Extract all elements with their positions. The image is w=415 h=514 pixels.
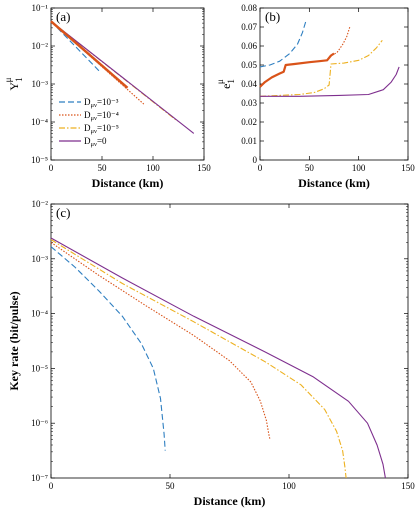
x-axis-label: Distance (km)	[194, 494, 266, 508]
y-tick-label: 0.01	[241, 136, 257, 146]
series-line	[50, 246, 166, 451]
y-tick-label: 0.05	[241, 60, 257, 70]
y-tick-label: 10⁻⁶	[31, 418, 48, 428]
series-line	[259, 26, 351, 88]
y-axis-label: Key rate (bit/pulse)	[7, 291, 21, 390]
y-tick-label: 0.03	[241, 98, 257, 108]
y-tick-label: 10⁻⁴	[31, 117, 48, 127]
series-line	[50, 241, 271, 440]
y-tick-label: 0.02	[241, 117, 257, 127]
y-tick-label: 10⁻⁵	[31, 155, 48, 165]
x-tick-label: 100	[282, 481, 296, 491]
x-axis-label: Distance (km)	[298, 176, 370, 190]
series-line	[50, 237, 386, 479]
y-tick-label: 10⁻⁷	[31, 473, 48, 483]
panel-label: (a)	[56, 9, 70, 24]
x-tick-label: 50	[98, 163, 108, 173]
legend-label: Dμν=0	[84, 136, 107, 148]
y-tick-label: 10⁻⁵	[31, 363, 48, 373]
y-tick-label: 10⁻¹	[32, 3, 49, 13]
y-tick-label: 0.07	[241, 22, 257, 32]
panel-label: (b)	[265, 9, 280, 24]
y-tick-label: 10⁻²	[32, 41, 49, 51]
x-tick-label: 100	[146, 163, 160, 173]
panel-label: (c)	[56, 205, 70, 220]
y-tick-label: 0.08	[241, 3, 257, 13]
legend-label: Dμν=10⁻³	[84, 97, 119, 109]
plot-frame	[259, 7, 409, 161]
plot-frame	[50, 7, 205, 161]
x-tick-label: 100	[352, 163, 366, 173]
panel-c: 0 50 100 150 10⁻⁷ 10⁻⁶ 10⁻⁵ 10⁻⁴ 10⁻³ 10⁻² Distanc…	[7, 199, 415, 508]
y-tick-label: 0.04	[241, 79, 257, 89]
x-tick-label: 0	[49, 481, 54, 491]
y-tick-label: 10⁻³	[32, 79, 49, 89]
y-axis-label: Y1μ	[3, 77, 24, 90]
plot-frame	[50, 203, 409, 479]
series-line	[259, 19, 307, 68]
series-line	[259, 52, 335, 88]
y-axis-label: e1μ	[215, 79, 236, 89]
panel-a: 0 50 100 150 10⁻⁵ 10⁻⁴ 10⁻³ 10⁻² 10⁻¹ Distance (k…	[3, 3, 211, 190]
y-tick-label: 10⁻²	[32, 199, 49, 209]
series-line	[260, 66, 400, 97]
x-axis-label: Distance (km)	[92, 176, 164, 190]
y-tick-label: 0	[253, 155, 258, 165]
series-line	[50, 239, 347, 479]
x-tick-label: 0	[258, 163, 263, 173]
series-line	[259, 39, 383, 97]
x-tick-label: 150	[401, 481, 415, 491]
legend-label: Dμν=10⁻⁵	[84, 123, 119, 135]
panel-b: 0 50 100 150 0 0.01 0.02 0.03 0.04 0.05 0.06 0.07 0.…	[215, 3, 415, 190]
x-tick-label: 150	[401, 163, 415, 173]
x-tick-label: 150	[197, 163, 211, 173]
y-tick-label: 0.06	[241, 41, 257, 51]
x-tick-label: 50	[166, 481, 176, 491]
legend-label: Dμν=10⁻⁴	[84, 110, 119, 122]
x-tick-label: 0	[49, 163, 54, 173]
y-tick-label: 10⁻⁴	[31, 309, 48, 319]
y-tick-label: 10⁻³	[32, 254, 49, 264]
series-line	[50, 20, 195, 134]
series-line	[50, 20, 129, 89]
x-tick-label: 50	[305, 163, 315, 173]
